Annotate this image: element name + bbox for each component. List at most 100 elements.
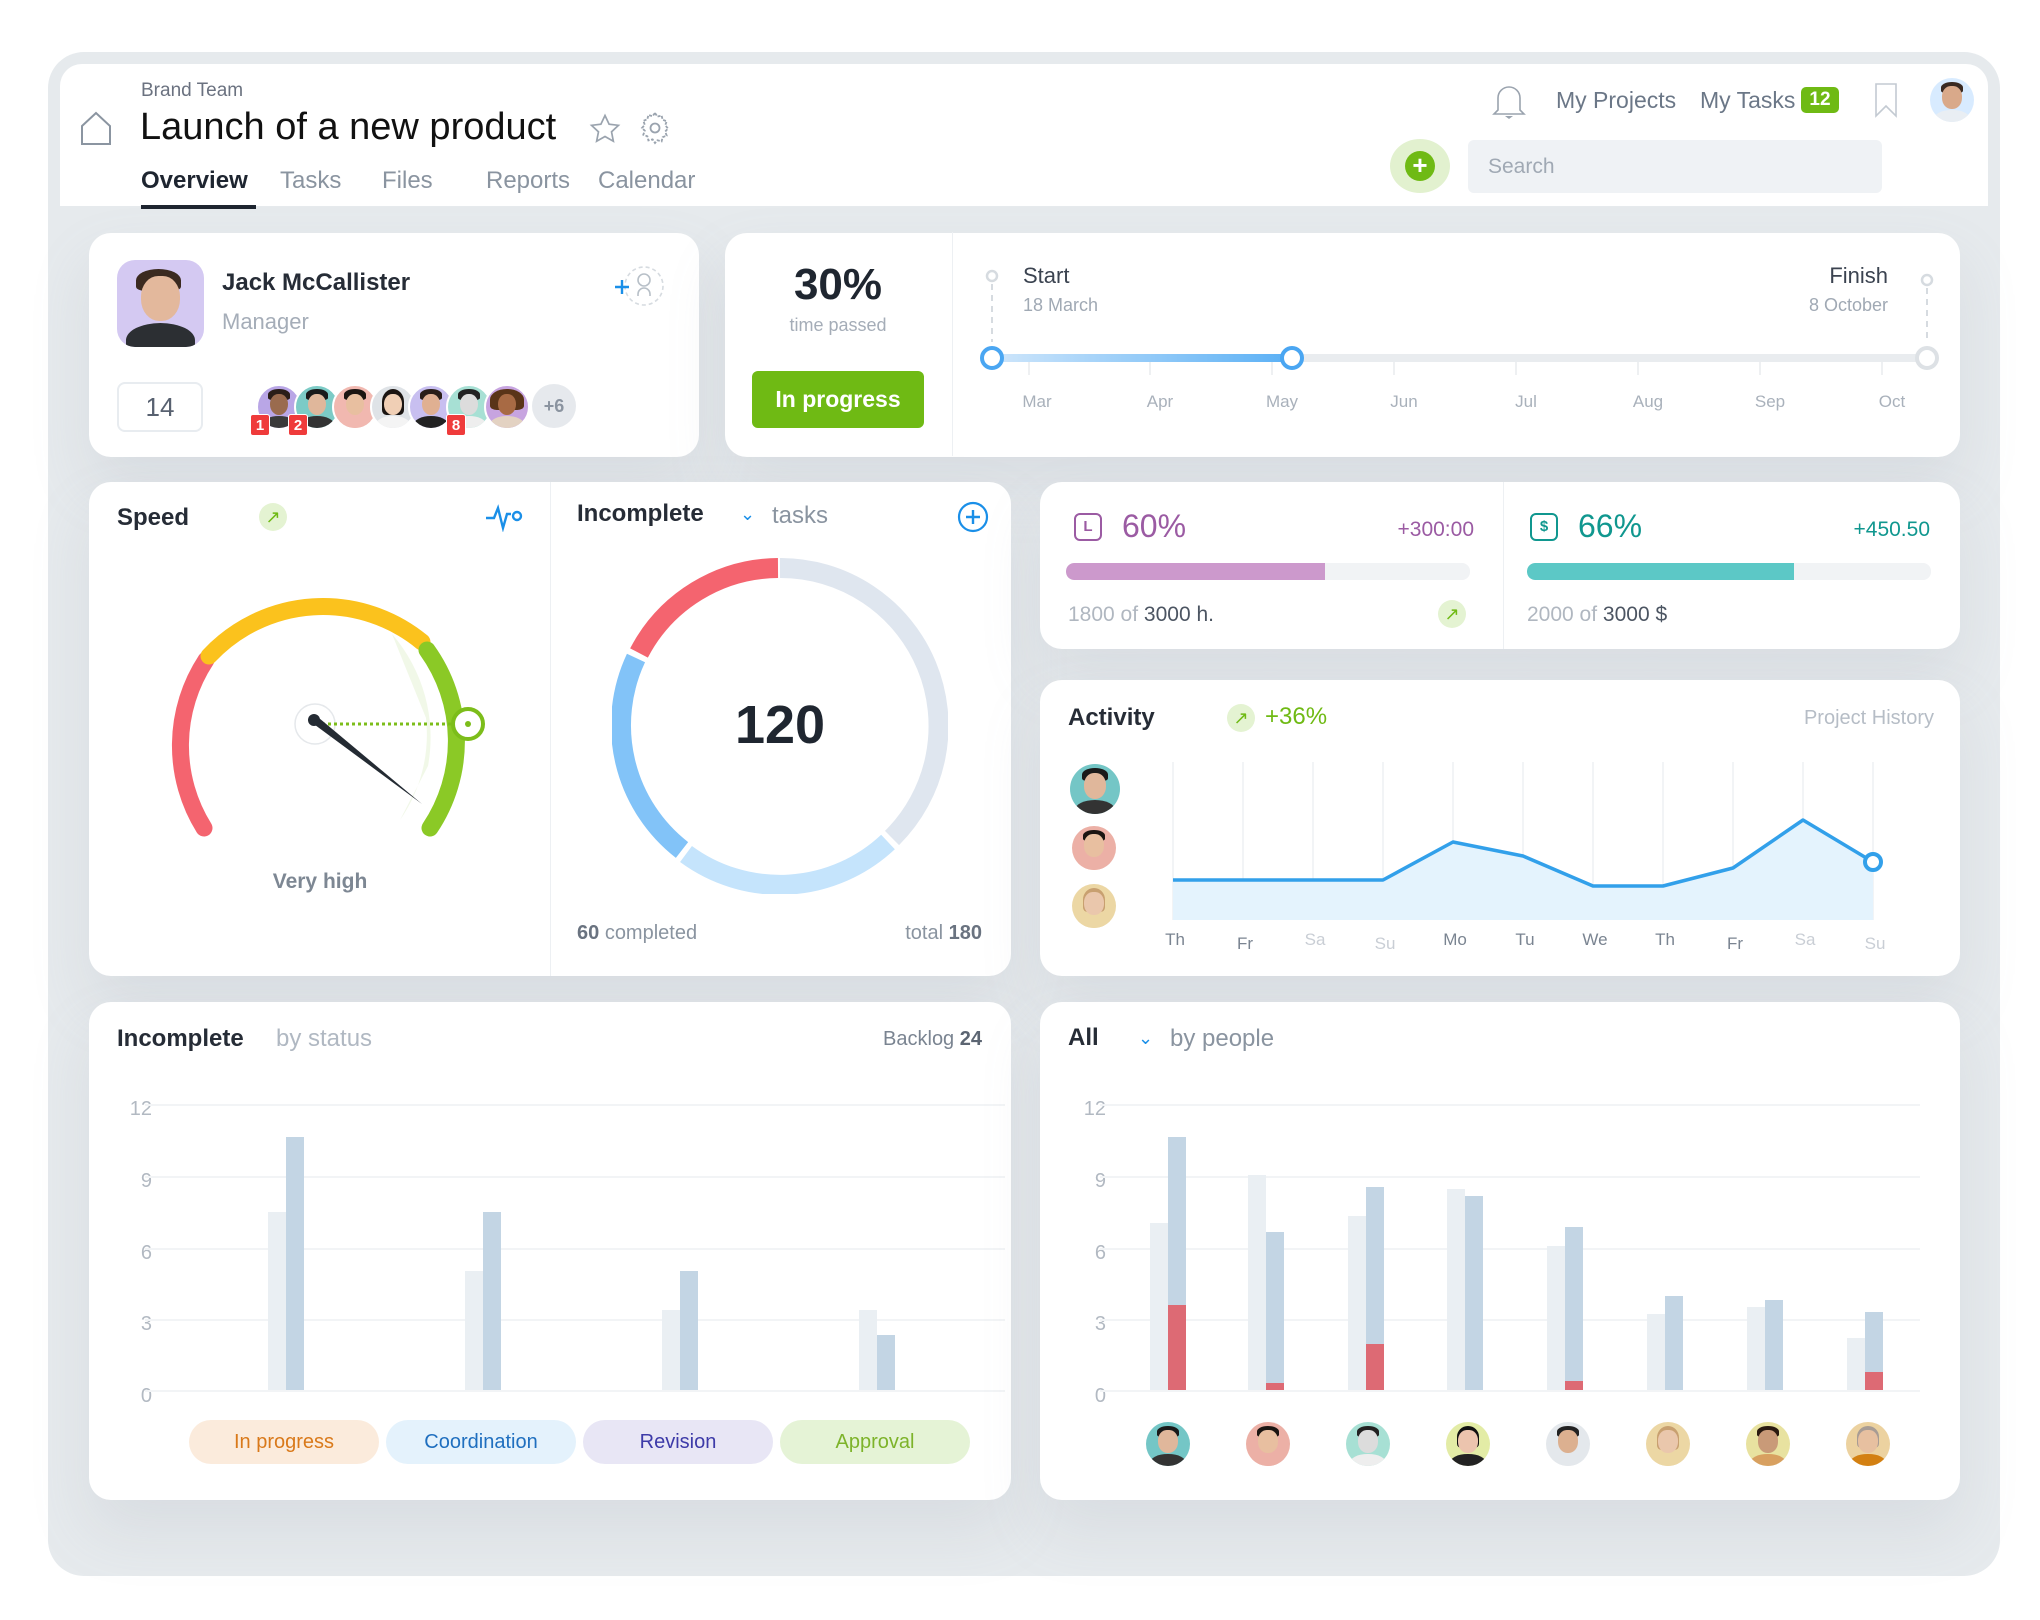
page-title: Launch of a new product (140, 106, 557, 148)
person-avatar[interactable] (1746, 1422, 1790, 1466)
by-people-filter[interactable]: by people (1170, 1025, 1275, 1052)
activity-avatar[interactable] (1072, 884, 1116, 928)
clock-icon: L (1074, 513, 1102, 541)
y-tick: 0 (140, 1385, 152, 1407)
bar-previous[interactable] (465, 1271, 483, 1390)
add-button[interactable]: + (1390, 139, 1450, 193)
bar-current[interactable] (483, 1212, 501, 1390)
chevron-down-icon[interactable]: ⌄ (1138, 1028, 1154, 1048)
bar-current[interactable] (1865, 1312, 1883, 1390)
bar-previous[interactable] (1547, 1246, 1565, 1390)
search-input[interactable] (1468, 140, 1882, 193)
gridline (1100, 1104, 1920, 1106)
bar-current[interactable] (1765, 1300, 1783, 1390)
gridline (145, 1248, 1005, 1250)
budget-percent: 66% (1578, 508, 1643, 544)
bar-current[interactable] (1266, 1232, 1284, 1390)
status-pill-in-progress[interactable]: In progress (189, 1420, 379, 1464)
bookmark-icon[interactable] (1874, 82, 1898, 118)
gear-icon[interactable] (637, 110, 673, 146)
status-pill-approval[interactable]: Approval (780, 1420, 970, 1464)
activity-title: Activity (1068, 704, 1155, 731)
star-icon[interactable] (588, 112, 622, 146)
person-avatar[interactable] (1646, 1422, 1690, 1466)
tab-calendar[interactable]: Calendar (598, 167, 696, 194)
plus-icon: + (1405, 151, 1435, 181)
tab-tasks[interactable]: Tasks (280, 167, 342, 194)
completed-count: 60 completed (577, 922, 698, 944)
chevron-down-icon[interactable]: ⌄ (740, 504, 756, 524)
team-member-avatar[interactable] (332, 384, 378, 430)
activity-avatar[interactable] (1070, 764, 1120, 814)
person-avatar[interactable] (1546, 1422, 1590, 1466)
finish-marker (1915, 346, 1939, 370)
bar-current[interactable] (1665, 1296, 1683, 1390)
bar-previous[interactable] (1150, 1223, 1168, 1390)
by-status-title: Incomplete (117, 1025, 244, 1052)
bar-previous[interactable] (1248, 1175, 1266, 1390)
status-pill-coordination[interactable]: Coordination (386, 1420, 576, 1464)
bar-overdue[interactable] (1565, 1381, 1583, 1390)
finish-date: 8 October (1808, 295, 1888, 315)
by-status-card (89, 1002, 1011, 1500)
bar-overdue[interactable] (1366, 1344, 1384, 1390)
bar-current[interactable] (1465, 1196, 1483, 1390)
pulse-icon[interactable] (484, 502, 524, 532)
trend-up-icon: ↗ (1438, 600, 1466, 628)
my-projects-link[interactable]: My Projects (1556, 87, 1677, 113)
speed-gauge (171, 598, 485, 837)
bar-previous[interactable] (1847, 1338, 1865, 1390)
bar-previous[interactable] (1747, 1307, 1765, 1390)
incomplete-title: Incomplete (577, 500, 704, 527)
person-avatar[interactable] (1446, 1422, 1490, 1466)
person-avatar[interactable] (1846, 1422, 1890, 1466)
breadcrumb[interactable]: Brand Team (141, 80, 244, 101)
bar-previous[interactable] (1447, 1189, 1465, 1390)
time-delta: +300:00 (1397, 518, 1475, 541)
bar-current[interactable] (1366, 1187, 1384, 1390)
person-avatar[interactable] (1246, 1422, 1290, 1466)
home-icon[interactable] (80, 110, 112, 146)
add-member-icon[interactable] (612, 262, 664, 310)
trend-up-icon: ↗ (1227, 704, 1255, 732)
gridline (145, 1319, 1005, 1321)
bar-current[interactable] (877, 1335, 895, 1390)
my-tasks-link[interactable]: My Tasks (1700, 87, 1796, 113)
bar-overdue[interactable] (1168, 1305, 1186, 1390)
project-history-link[interactable]: Project History (1803, 707, 1934, 729)
time-passed-percent: 30% (793, 260, 883, 309)
status-button[interactable]: In progress (752, 371, 924, 428)
bar-previous[interactable] (662, 1310, 680, 1390)
tab-reports[interactable]: Reports (486, 167, 571, 194)
bar-overdue[interactable] (1865, 1372, 1883, 1390)
person-avatar[interactable] (1146, 1422, 1190, 1466)
tab-files[interactable]: Files (382, 167, 433, 194)
incomplete-filter[interactable]: tasks (772, 502, 829, 529)
day-label: Su (1864, 934, 1886, 953)
bar-previous[interactable] (1647, 1314, 1665, 1390)
day-label: We (1582, 930, 1608, 949)
bar-previous[interactable] (859, 1310, 877, 1390)
more-members-button[interactable]: +6 (532, 384, 576, 428)
y-tick: 9 (1094, 1170, 1106, 1192)
team-member-avatar[interactable] (446, 384, 492, 430)
bar-previous[interactable] (268, 1212, 286, 1390)
team-member-avatar[interactable] (484, 384, 530, 430)
month-label: Oct (1878, 392, 1906, 411)
bar-current[interactable] (680, 1271, 698, 1390)
activity-avatar[interactable] (1072, 826, 1116, 870)
bar-overdue[interactable] (1266, 1383, 1284, 1390)
trend-up-icon: ↗ (259, 503, 287, 531)
tab-overview[interactable]: Overview (141, 167, 248, 194)
person-avatar[interactable] (1346, 1422, 1390, 1466)
add-task-icon[interactable] (957, 501, 989, 533)
manager-avatar[interactable] (117, 260, 204, 347)
bar-current[interactable] (1565, 1227, 1583, 1390)
user-avatar[interactable] (1930, 78, 1974, 122)
month-label: Aug (1632, 392, 1664, 411)
status-pill-revision[interactable]: Revision (583, 1420, 773, 1464)
day-label: Mo (1443, 930, 1467, 949)
bell-icon[interactable] (1490, 80, 1528, 120)
bar-current[interactable] (286, 1137, 304, 1390)
bar-previous[interactable] (1348, 1216, 1366, 1390)
